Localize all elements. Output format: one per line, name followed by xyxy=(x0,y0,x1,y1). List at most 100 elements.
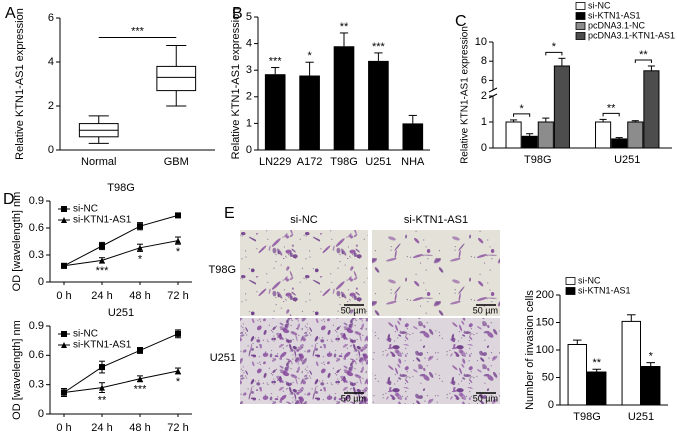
chart: 0 0.3 0.6 0.9 OD [wavelength] nm U251 0 h 24 h 4… xyxy=(11,307,192,434)
image-row-label: T98G xyxy=(208,264,236,276)
legend-swatch xyxy=(575,22,586,30)
y-tick-label: 6 xyxy=(48,12,54,24)
y-tick-label: 0 xyxy=(48,144,54,156)
marker xyxy=(61,389,67,396)
chart: 0 1 2 3 4 5 Relative KTN1-AS1 expression LN229 A… xyxy=(230,8,430,168)
panel-letter: E xyxy=(224,205,235,222)
significance: * xyxy=(176,376,181,388)
legend-label: si-KTN1-AS1 xyxy=(73,215,132,226)
marker xyxy=(175,237,181,244)
y-tick-label: 0.9 xyxy=(29,320,44,332)
significance: * xyxy=(649,351,654,363)
marker xyxy=(61,331,67,337)
y-axis-label: Number of invasion cells xyxy=(524,290,536,410)
micrograph xyxy=(240,230,368,316)
micrograph xyxy=(372,318,500,404)
marker xyxy=(137,244,143,251)
y-axis-label: Relative KTN1-AS1 expression xyxy=(14,8,26,160)
y-tick-label: 10 xyxy=(475,36,487,48)
bar xyxy=(505,121,522,149)
legend-label: pcDNA3.1-KTN1-AS1 xyxy=(588,30,675,40)
legend-swatch xyxy=(575,12,586,20)
legend-label: si-KTN1-AS1 xyxy=(578,285,631,295)
marker xyxy=(175,367,181,374)
significance: *** xyxy=(96,265,110,277)
marker xyxy=(99,243,105,249)
x-tick-label: GBM xyxy=(164,156,189,168)
y-tick-label: 1 xyxy=(481,116,487,128)
significance: * xyxy=(176,246,181,258)
significance: ** xyxy=(607,102,616,114)
bar xyxy=(621,320,641,406)
marker xyxy=(61,206,67,212)
y-tick-label: 0 xyxy=(38,408,44,420)
legend-swatch xyxy=(565,287,576,295)
significance: ** xyxy=(592,357,601,369)
x-tick-label: A172 xyxy=(297,156,323,168)
y-tick-label: 200 xyxy=(536,289,554,301)
marker xyxy=(175,212,181,219)
significance-bracket xyxy=(634,59,652,63)
bar xyxy=(567,344,587,406)
significance: *** xyxy=(269,55,283,67)
chart: 0 0.3 0.6 0.9 OD [wavelength] nm T98G 0 h 24 h 4… xyxy=(11,182,192,302)
scale-bar-label: 50 µm xyxy=(473,393,498,403)
bar xyxy=(553,65,570,149)
x-tick-label: U251 xyxy=(628,411,654,423)
y-tick-label: 0 xyxy=(246,144,252,156)
chart-title: T98G xyxy=(107,182,135,194)
legend-swatch xyxy=(575,2,586,10)
y-axis-label: Relative KTN1-AS1 expression xyxy=(460,26,471,164)
chart: 0 1 2 6 8 10 Relative KTN1-AS1 expression T98G U… xyxy=(460,0,675,166)
x-tick-label: 48 h xyxy=(129,422,150,434)
panel-letter: D xyxy=(3,191,15,208)
x-tick-label: 72 h xyxy=(167,290,188,302)
x-tick-label: NHA xyxy=(401,156,425,168)
image-column-label: si-NC xyxy=(290,214,318,226)
x-tick-label: 48 h xyxy=(129,290,150,302)
y-tick-label: 0.3 xyxy=(29,379,44,391)
marker xyxy=(175,330,181,337)
bar xyxy=(264,74,286,150)
marker xyxy=(137,375,143,382)
x-tick-label: U251 xyxy=(365,156,391,168)
bar xyxy=(333,46,355,151)
y-tick-label: 3 xyxy=(246,64,252,76)
scale-bar-label: 50 µm xyxy=(473,305,498,315)
bar xyxy=(595,121,612,149)
chart: 0 2 4 6 Relative KTN1-AS1 expression Normal GB… xyxy=(14,8,215,168)
y-tick-label: 0 xyxy=(548,399,554,411)
marker xyxy=(137,347,143,354)
legend-label: pcDNA3.1-NC xyxy=(588,20,646,30)
legend-label: si-KTN1-AS1 xyxy=(588,10,641,20)
x-tick-label: U251 xyxy=(614,154,640,166)
significance: *** xyxy=(131,25,145,37)
line xyxy=(63,240,179,267)
bar xyxy=(611,138,628,149)
line xyxy=(63,333,179,393)
x-tick-label: T98G xyxy=(573,411,601,423)
bar xyxy=(627,121,644,149)
significance: * xyxy=(552,41,557,53)
marker xyxy=(99,364,105,371)
significance: ** xyxy=(98,394,107,406)
significance: * xyxy=(307,50,312,62)
x-tick-label: LN229 xyxy=(259,156,291,168)
bar xyxy=(299,75,320,150)
micrograph xyxy=(372,230,500,316)
marker xyxy=(99,257,105,264)
image-row-label: U251 xyxy=(210,352,236,364)
bar xyxy=(643,70,660,149)
marker xyxy=(137,223,143,230)
significance: *** xyxy=(134,384,148,396)
x-tick-label: 72 h xyxy=(167,422,188,434)
legend-swatch xyxy=(565,277,576,285)
significance-bracket xyxy=(513,113,531,117)
legend-label: si-KTN1-AS1 xyxy=(73,340,132,351)
x-tick-label: Normal xyxy=(81,156,116,168)
bar xyxy=(368,60,389,150)
y-tick-label: 8 xyxy=(481,55,487,67)
scale-bar-label: 50 µm xyxy=(341,305,366,315)
y-tick-label: 150 xyxy=(536,316,554,328)
significance: * xyxy=(519,103,524,115)
